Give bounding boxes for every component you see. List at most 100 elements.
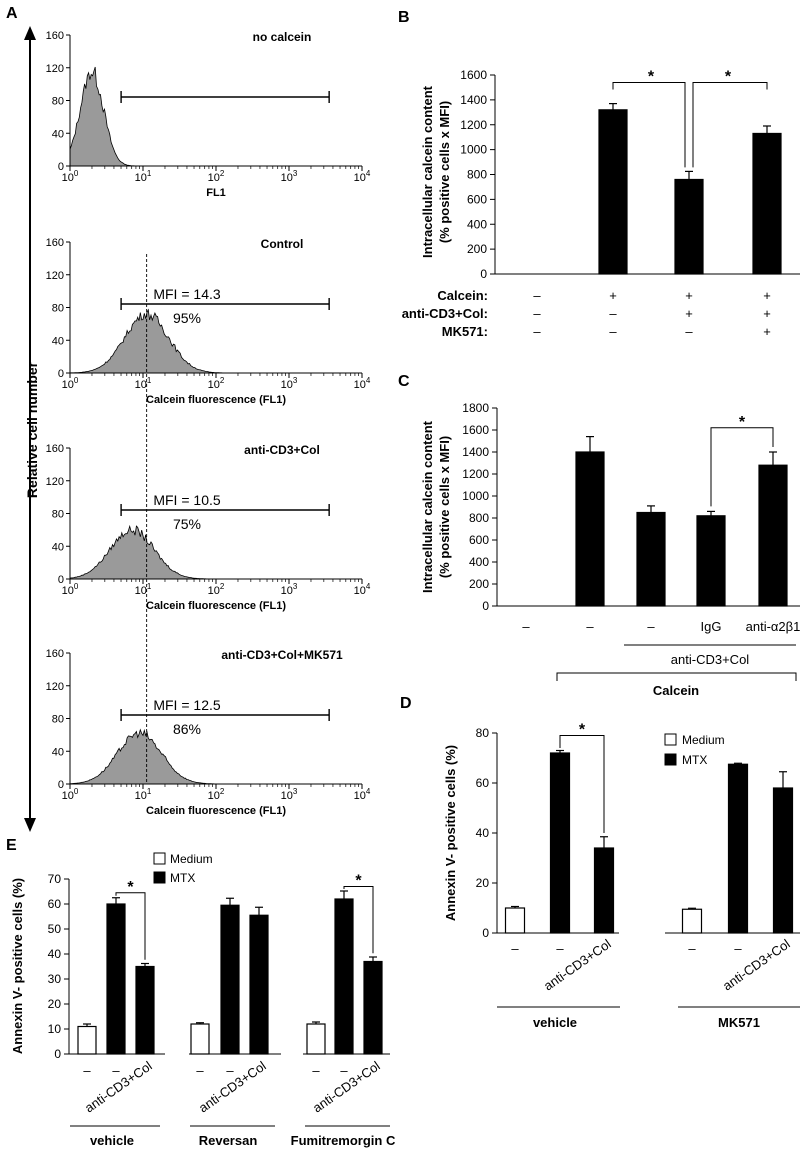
- x-tick-exponent: 0: [74, 582, 79, 591]
- y-label: Annexin V- positive cells (%): [10, 878, 25, 1054]
- y-tick-label: 0: [58, 779, 64, 791]
- row-sign: +: [763, 288, 771, 303]
- panel-b: 0 200 400 600 800 1000 1200 1400 1600 * * Intracell…: [402, 68, 800, 339]
- histogram-xlabel: Calcein fluorescence (FL1): [146, 394, 286, 406]
- x-tick-base: 10: [281, 585, 293, 597]
- x-tick-base: 10: [281, 790, 293, 802]
- significance-star: *: [579, 722, 586, 739]
- x-tick-label: 101: [135, 582, 152, 597]
- x-tick-exponent: 4: [366, 169, 371, 178]
- x-tick-label: 101: [135, 376, 152, 391]
- panel-letter-d: D: [400, 695, 412, 712]
- x-tick-exponent: 4: [366, 376, 371, 385]
- y-tick-label: 120: [46, 681, 64, 693]
- group-label: Reversan: [199, 1133, 258, 1148]
- y-tick-label: 0: [480, 267, 487, 281]
- row-sign: +: [763, 306, 771, 321]
- x-tick-label: 103: [281, 787, 298, 802]
- x-tick-label: 101: [135, 169, 152, 184]
- y-tick-label: 60: [48, 897, 62, 911]
- x-tick-base: 10: [62, 379, 74, 391]
- significance-star: *: [739, 414, 746, 431]
- y-tick-label: 80: [52, 509, 64, 521]
- y-tick-label: 1600: [462, 423, 489, 437]
- x-category-label: IgG: [701, 619, 722, 634]
- y-tick-label: 0: [58, 161, 64, 173]
- bar-4: [727, 763, 749, 934]
- mfi-label: MFI = 10.5: [153, 492, 221, 508]
- x-tick-base: 10: [208, 585, 220, 597]
- histogram-xlabel: Calcein fluorescence (FL1): [146, 805, 286, 817]
- histogram-xlabel: Calcein fluorescence (FL1): [146, 600, 286, 612]
- x-tick-label: 104: [354, 169, 371, 184]
- x-tick-exponent: 0: [74, 376, 79, 385]
- x-tick-label: –: [312, 1063, 320, 1078]
- x-tick-exponent: 3: [293, 582, 298, 591]
- y-tick-label: 1800: [462, 401, 489, 415]
- bar-2: [135, 965, 155, 1055]
- x-tick-base: 10: [354, 379, 366, 391]
- x-tick-exponent: 1: [147, 787, 152, 796]
- panel-a-ylabel-arrow: [24, 26, 36, 832]
- panel-a-ylabel: Relative cell number: [24, 361, 40, 498]
- bar-2: [636, 511, 666, 607]
- y-tick-label: 40: [52, 335, 64, 347]
- x-tick-base: 10: [208, 379, 220, 391]
- y-tick-label: 40: [52, 128, 64, 140]
- legend-label: Medium: [170, 852, 213, 866]
- x-category-label: –: [586, 619, 594, 634]
- bar-5: [772, 787, 794, 934]
- y-tick-label: 1600: [460, 68, 487, 82]
- x-tick-base: 10: [135, 585, 147, 597]
- y-tick-label: 0: [54, 1047, 61, 1061]
- y-tick-label: 70: [48, 872, 62, 886]
- significance-star: *: [355, 873, 362, 890]
- y-tick-label: 160: [46, 237, 64, 249]
- y-tick-label: 0: [58, 368, 64, 380]
- x-tick-label: 101: [135, 787, 152, 802]
- bar-5: [249, 914, 269, 1055]
- x-tick-exponent: 2: [220, 582, 225, 591]
- bar-2: [674, 178, 704, 275]
- mfi-label: MFI = 14.3: [153, 286, 221, 302]
- histogram-title: anti-CD3+Col: [244, 443, 320, 457]
- x-tick-label: 103: [281, 169, 298, 184]
- group-label: Fumitremorgin C: [291, 1133, 396, 1148]
- x-tick-base: 10: [62, 790, 74, 802]
- row-sign: +: [763, 324, 771, 339]
- y-tick-label: 160: [46, 648, 64, 660]
- bar-4: [220, 904, 240, 1055]
- histogram-xlabel: FL1: [206, 187, 226, 199]
- histogram-fill-1: [69, 308, 362, 374]
- x-tick-label: 104: [354, 376, 371, 391]
- row-label: Calcein:: [437, 288, 488, 303]
- y-label: Intracellular calcein content: [420, 85, 435, 258]
- y-tick-label: 1000: [462, 489, 489, 503]
- x-tick-label: 102: [208, 376, 225, 391]
- histogram-fill-3: [69, 728, 362, 785]
- percent-label: 95%: [173, 310, 201, 326]
- y-tick-label: 40: [52, 541, 64, 553]
- y-tick-label: 0: [482, 926, 489, 940]
- row-sign: –: [533, 324, 541, 339]
- x-tick-label: –: [688, 941, 696, 956]
- x-tick-label: –: [112, 1063, 120, 1078]
- y-tick-label: 600: [467, 192, 487, 206]
- x-tick-label: 100: [62, 169, 79, 184]
- row-sign: –: [685, 324, 693, 339]
- x-tick-label: –: [734, 941, 742, 956]
- x-category-label: –: [647, 619, 655, 634]
- y-tick-label: 1400: [460, 93, 487, 107]
- x-tick-base: 10: [135, 172, 147, 184]
- panel-letter-c: C: [398, 373, 410, 390]
- y-tick-label: 400: [467, 217, 487, 231]
- row-sign: –: [533, 306, 541, 321]
- x-tick-base: 10: [354, 585, 366, 597]
- y-tick-label: 40: [476, 826, 490, 840]
- bar-3: [681, 908, 703, 934]
